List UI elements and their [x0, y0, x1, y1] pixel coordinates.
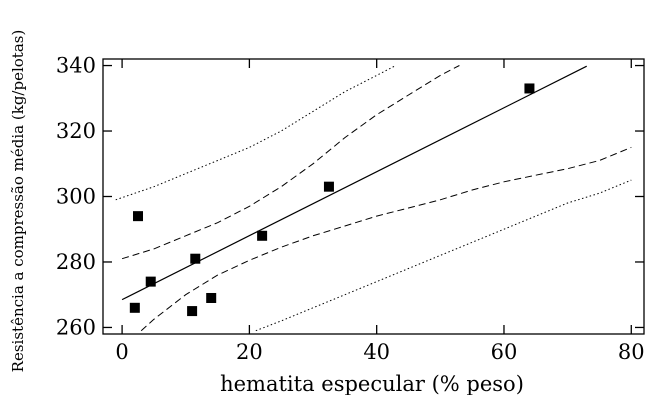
prediction-band-upper — [115, 65, 397, 201]
data-point — [524, 83, 535, 94]
y-tick-label: 300 — [56, 185, 96, 209]
confidence-band-lower — [140, 146, 632, 332]
data-point — [187, 306, 198, 317]
y-tick-label: 340 — [56, 54, 96, 78]
data-point — [323, 181, 334, 192]
y-axis: 260 280 300 320 340 — [56, 54, 644, 339]
y-axis-title: Resistência a compressão média (kg/pelot… — [9, 30, 27, 373]
x-tick-label: 80 — [618, 340, 645, 364]
data-point — [206, 292, 217, 303]
data-point — [133, 211, 144, 222]
y-tick-label: 320 — [56, 119, 96, 143]
x-axis: 0 20 40 60 80 — [115, 59, 645, 364]
data-point — [129, 302, 140, 313]
data-point — [145, 276, 156, 287]
data-points — [129, 83, 535, 317]
x-tick-label: 60 — [491, 340, 518, 364]
regression-line — [121, 65, 587, 301]
x-tick-label: 40 — [363, 340, 390, 364]
prediction-band-lower — [255, 179, 632, 332]
plot-frame — [102, 58, 645, 335]
data-point — [257, 230, 268, 241]
data-point — [190, 253, 201, 264]
interval-bands — [115, 65, 632, 332]
x-tick-label: 20 — [236, 340, 263, 364]
y-tick-label: 260 — [56, 315, 96, 339]
confidence-band-upper — [121, 65, 460, 260]
y-tick-label: 280 — [56, 250, 96, 274]
x-axis-title: hematita especular (% peso) — [220, 372, 524, 395]
x-tick-label: 0 — [115, 340, 128, 364]
